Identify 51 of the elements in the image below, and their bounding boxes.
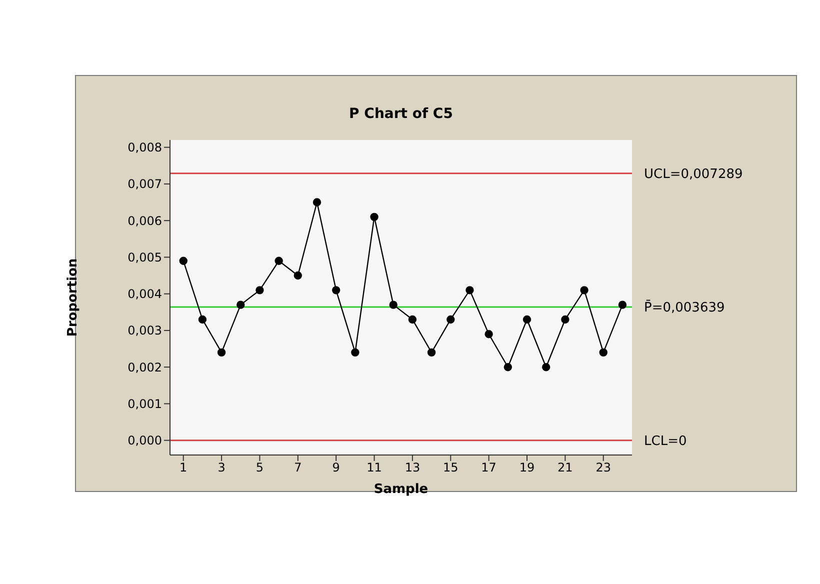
point: [274, 256, 283, 265]
x-axis-title: Sample: [374, 482, 428, 497]
point: [618, 300, 627, 309]
point: [312, 198, 322, 206]
x-tick-label: 1: [180, 460, 188, 475]
point: [504, 362, 512, 372]
x-tick-label: 11: [366, 460, 382, 475]
point: [580, 286, 588, 294]
y-tick-label: 0,002: [128, 360, 162, 374]
point: [599, 348, 608, 357]
point: [332, 286, 340, 294]
y-tick-label: 0,001: [128, 396, 162, 411]
point: [542, 362, 550, 372]
ref-line-label: P̄=0,003639: [644, 299, 725, 316]
ref-line-label: UCL=0,007289: [644, 166, 743, 182]
point: [389, 300, 398, 309]
point: [198, 315, 207, 324]
y-axis-title: Proportion: [66, 258, 81, 337]
point: [408, 315, 417, 324]
point: [466, 286, 474, 294]
point: [236, 300, 245, 309]
ref-line-label: LCL=0: [644, 434, 687, 449]
x-tick-label: 15: [442, 460, 458, 475]
y-tick-label: 0,004: [128, 287, 162, 302]
point: [446, 315, 455, 324]
y-tick-label: 0,008: [128, 140, 162, 155]
point: [217, 348, 226, 357]
x-tick-label: 7: [294, 460, 302, 475]
x-tick-label: 17: [481, 460, 496, 475]
point: [484, 330, 493, 338]
y-tick-label: 0,005: [128, 250, 162, 264]
x-tick-label: 13: [404, 460, 420, 475]
point: [179, 256, 188, 265]
y-tick-label: 0,003: [128, 324, 162, 338]
y-tick-label: 0,006: [128, 214, 162, 228]
point: [370, 212, 378, 222]
point: [256, 286, 264, 294]
point: [561, 315, 570, 324]
point: [427, 348, 436, 357]
x-tick-label: 21: [558, 460, 573, 475]
x-tick-label: 5: [256, 460, 264, 475]
y-tick-label: 0,007: [128, 177, 162, 192]
x-tick-label: 3: [218, 460, 226, 475]
y-tick-label: 0,000: [128, 434, 162, 448]
point: [351, 348, 360, 357]
x-tick-label: 9: [332, 460, 340, 475]
chart-title: P Chart of C5: [348, 106, 454, 122]
x-tick-label: 23: [596, 460, 612, 475]
x-tick-label: 19: [519, 460, 535, 475]
point: [294, 271, 302, 280]
point: [522, 315, 532, 324]
